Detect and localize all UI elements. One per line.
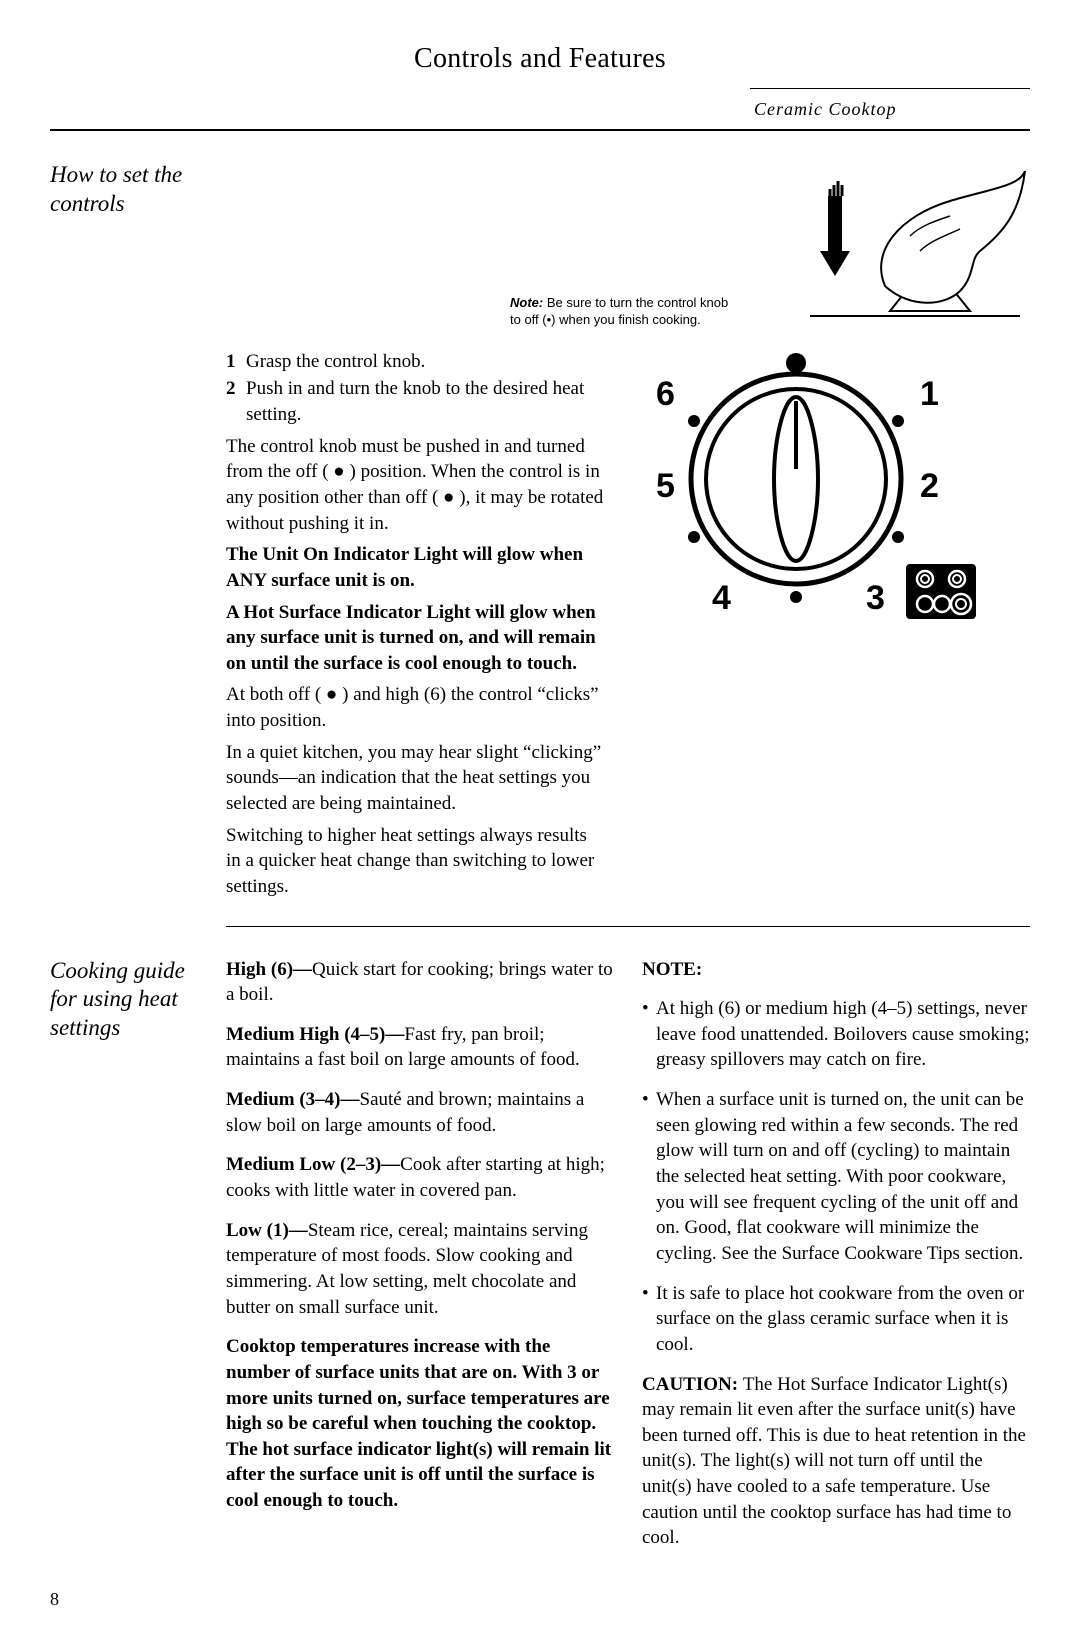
note-heading: NOTE: <box>642 957 1030 983</box>
control-knob-diagram: 1 2 3 4 5 6 <box>636 349 976 906</box>
body-text-bold: The Unit On Indicator Light will glow wh… <box>226 542 606 593</box>
page-title: Controls and Features <box>50 40 1030 78</box>
body-text-bold: A Hot Surface Indicator Light will glow … <box>226 600 606 677</box>
note-label: Note: <box>510 295 543 310</box>
header-rule-wrap: Ceramic Cooktop <box>50 88 1030 131</box>
sidehead-how-to-set: How to set the controls <box>50 161 226 905</box>
bullet-icon: • <box>642 1281 650 1358</box>
page-subhead: Ceramic Cooktop <box>750 88 1030 129</box>
setting-label: High (6)— <box>226 959 312 980</box>
step-text: Grasp the control knob. <box>246 349 606 375</box>
bullet-icon: • <box>642 996 650 1073</box>
section-cooking-guide: Cooking guide for using heat settings Hi… <box>50 927 1030 1565</box>
page-number: 8 <box>50 1587 1030 1611</box>
setting-label: Low (1)— <box>226 1220 308 1241</box>
note-bullet: At high (6) or medium high (4–5) setting… <box>656 996 1030 1073</box>
knob-label-1: 1 <box>920 375 939 413</box>
knob-label-2: 2 <box>920 467 939 505</box>
note-bullet: It is safe to place hot cookware from th… <box>656 1281 1030 1358</box>
caution-text: The Hot Surface Indicator Light(s) may r… <box>642 1374 1026 1549</box>
hand-pushing-knob-diagram <box>770 161 1030 329</box>
knob-label-6: 6 <box>656 375 675 413</box>
body-text: Switching to higher heat settings always… <box>226 823 606 900</box>
knob-label-4: 4 <box>712 579 731 617</box>
body-text: At both off ( ● ) and high (6) the contr… <box>226 682 606 733</box>
guide-left-column: High (6)—Quick start for cooking; brings… <box>226 957 614 1565</box>
step-number: 2 <box>226 376 238 427</box>
setting-label: Medium High (4–5)— <box>226 1024 404 1045</box>
knob-label-5: 5 <box>656 467 675 505</box>
step-number: 1 <box>226 349 238 375</box>
body-text: The control knob must be pushed in and t… <box>226 434 606 537</box>
burner-layout-icon <box>906 564 976 619</box>
sidehead-cooking-guide: Cooking guide for using heat settings <box>50 957 226 1565</box>
step-text: Push in and turn the knob to the desired… <box>246 376 606 427</box>
caution-label: CAUTION: <box>642 1374 743 1395</box>
knob-label-3: 3 <box>866 579 885 617</box>
cooktop-warning: Cooktop temperatures increase with the n… <box>226 1334 614 1513</box>
body-text: In a quiet kitchen, you may hear slight … <box>226 740 606 817</box>
guide-right-column: NOTE: •At high (6) or medium high (4–5) … <box>642 957 1030 1565</box>
note-block: Note: Be sure to turn the control knob t… <box>510 294 740 329</box>
bullet-icon: • <box>642 1087 650 1266</box>
setting-label: Medium (3–4)— <box>226 1089 360 1110</box>
section-how-to-set: How to set the controls Note: Be sure to… <box>50 131 1030 905</box>
setting-label: Medium Low (2–3)— <box>226 1154 400 1175</box>
instructions-text: 1 Grasp the control knob. 2Push in and tu… <box>226 349 606 906</box>
note-bullet: When a surface unit is turned on, the un… <box>656 1087 1030 1266</box>
note-text: Be sure to turn the control knob to off … <box>510 295 728 328</box>
